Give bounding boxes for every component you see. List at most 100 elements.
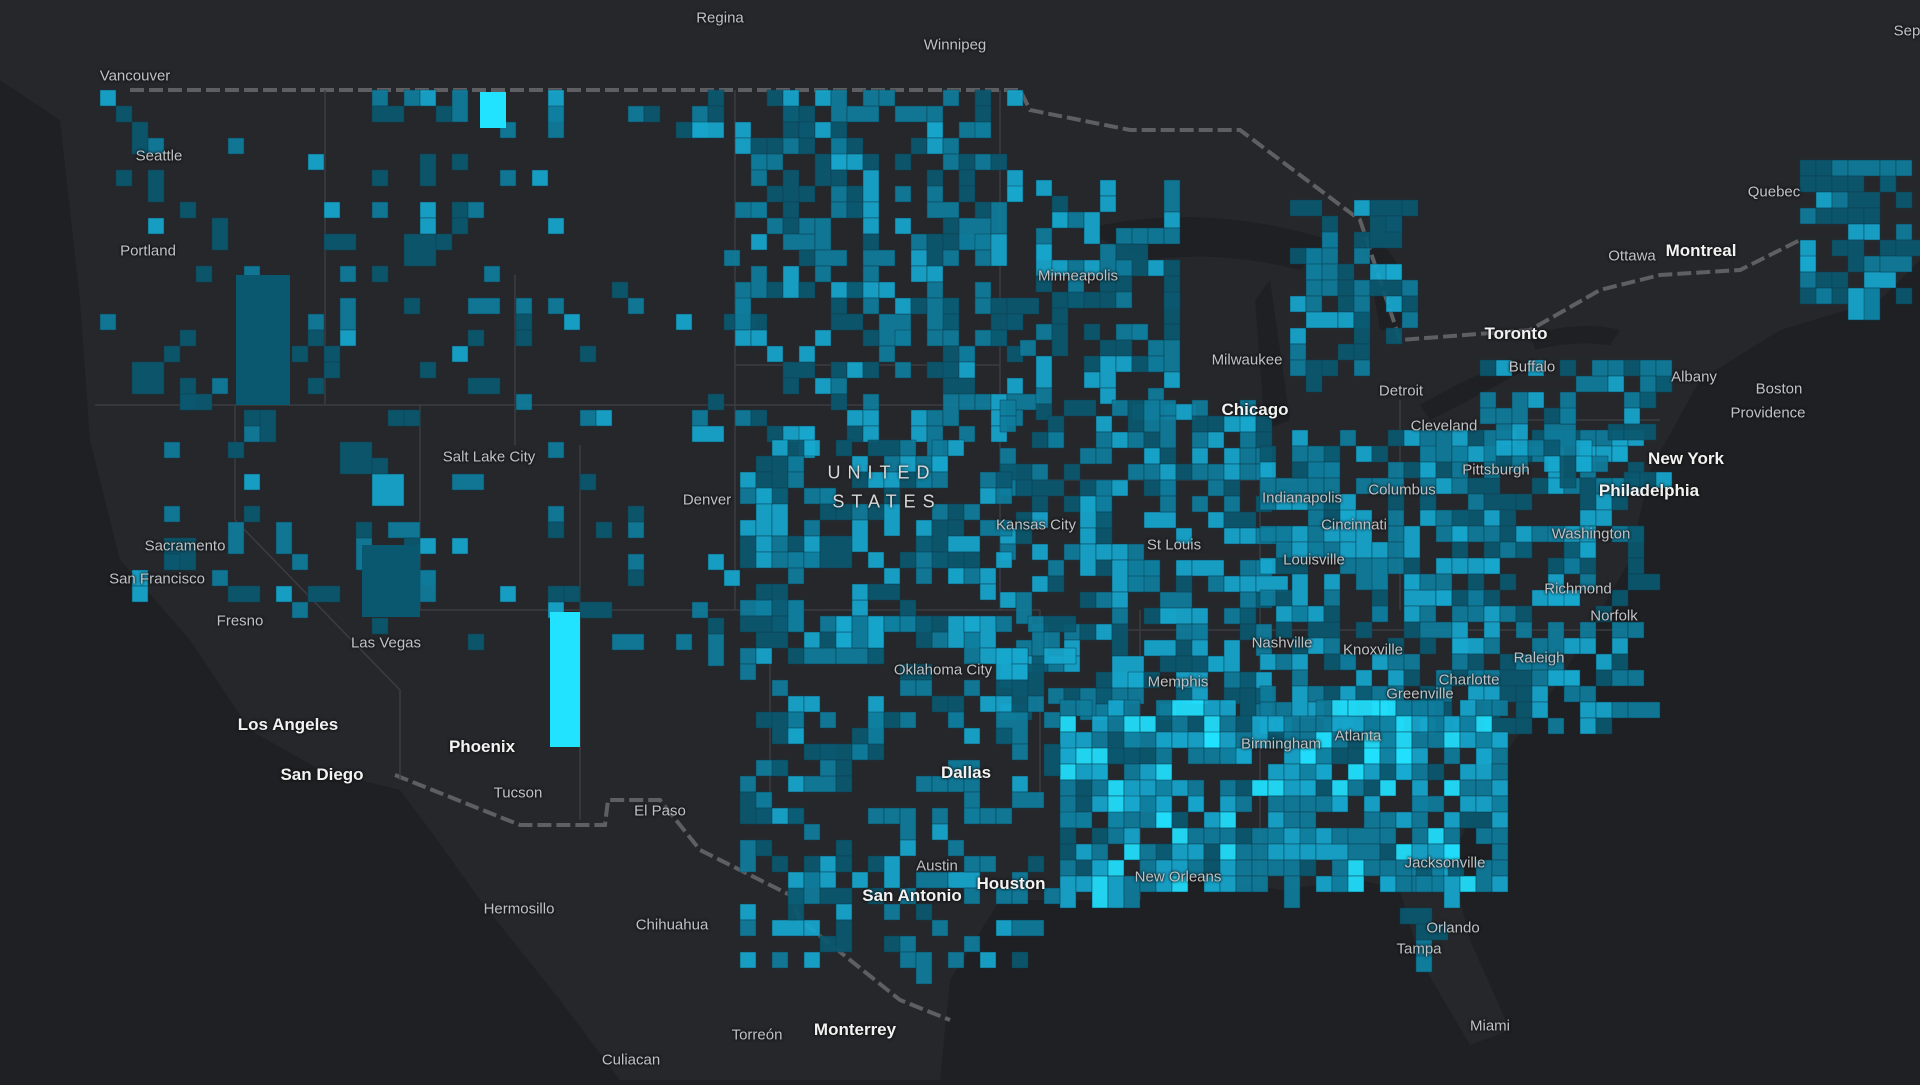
- county-cell: [707, 105, 725, 123]
- county-cell: [963, 503, 981, 521]
- county-cell: [814, 153, 832, 187]
- county-cell: [1275, 525, 1293, 543]
- county-cell: [910, 249, 928, 267]
- county-cell: [883, 503, 901, 537]
- county-cell: [1411, 747, 1429, 765]
- county-cell: [999, 591, 1017, 609]
- county-cell: [867, 551, 885, 569]
- county-cell: [467, 633, 485, 651]
- county-cell: [1011, 679, 1029, 713]
- county-cell: [1207, 431, 1225, 449]
- city-label-culiacan: Culiacan: [601, 1051, 661, 1069]
- county-cell: [1239, 671, 1257, 689]
- county-cell: [910, 297, 928, 315]
- county-cell: [1283, 859, 1301, 877]
- county-cell: [1075, 731, 1093, 749]
- county-cell: [1299, 795, 1317, 813]
- county-cell: [771, 615, 789, 633]
- county-cell: [1031, 463, 1049, 481]
- county-cell: [1475, 779, 1493, 797]
- county-cell: [307, 313, 325, 331]
- county-cell: [1051, 291, 1069, 309]
- county-cell: [1369, 199, 1403, 217]
- county-cell: [1283, 811, 1301, 829]
- county-cell: [734, 409, 752, 427]
- county-cell: [1339, 429, 1357, 447]
- county-cell: [1655, 375, 1673, 393]
- county-cell: [1259, 445, 1277, 463]
- county-cell: [387, 521, 421, 539]
- county-cell: [1083, 355, 1101, 373]
- county-cell: [878, 89, 896, 107]
- county-cell: [1143, 463, 1161, 481]
- county-cell: [1491, 699, 1509, 717]
- county-cell: [819, 887, 853, 905]
- county-cell: [862, 249, 896, 267]
- county-cell: [862, 329, 880, 347]
- county-cell: [771, 583, 789, 617]
- county-cell: [1323, 589, 1341, 607]
- county-cell: [1011, 743, 1029, 761]
- county-cell: [862, 89, 880, 107]
- county-cell: [1363, 811, 1381, 829]
- city-label-kansas-city: Kansas City: [995, 516, 1077, 534]
- county-cell: [995, 695, 1013, 713]
- county-cell: [862, 217, 880, 235]
- county-cell: [1283, 795, 1301, 813]
- county-cell: [830, 361, 848, 379]
- county-cell: [798, 281, 816, 299]
- county-cell: [931, 631, 949, 649]
- county-cell: [243, 473, 261, 491]
- county-cell: [835, 615, 853, 633]
- county-cell: [1283, 843, 1301, 861]
- county-cell: [1011, 887, 1029, 905]
- county-cell: [814, 89, 832, 107]
- county-cell: [1239, 575, 1257, 593]
- county-cell: [1559, 407, 1577, 425]
- county-cell: [1459, 731, 1477, 749]
- county-cell: [1107, 699, 1125, 717]
- county-cell: [1219, 795, 1237, 813]
- city-label-indianapolis: Indianapolis: [1261, 489, 1343, 507]
- county-cell: [835, 855, 853, 873]
- county-cell: [179, 201, 197, 219]
- county-cell: [894, 297, 912, 315]
- county-cell: [1139, 795, 1157, 829]
- county-cell: [1627, 669, 1645, 687]
- county-cell: [899, 839, 917, 857]
- county-cell: [1079, 591, 1097, 609]
- county-cell: [307, 329, 325, 347]
- city-label-sacramento: Sacramento: [144, 537, 226, 555]
- county-cell: [1347, 859, 1365, 877]
- county-cell: [1483, 637, 1501, 655]
- county-cell: [787, 807, 805, 825]
- county-cell: [1331, 827, 1349, 845]
- county-cell: [1283, 763, 1301, 781]
- county-cell: [739, 951, 757, 969]
- county-cell: [1191, 431, 1209, 449]
- county-cell: [1831, 239, 1849, 257]
- county-cell: [1411, 811, 1429, 829]
- county-cell: [862, 409, 880, 427]
- county-cell: [1191, 495, 1209, 513]
- county-cell: [798, 345, 816, 363]
- county-cell: [787, 471, 805, 489]
- county-cell: [766, 281, 784, 299]
- county-cell: [275, 521, 293, 555]
- county-cell: [1307, 685, 1325, 703]
- county-cell: [1515, 717, 1533, 735]
- county-cell: [1627, 621, 1645, 639]
- county-cell: [1331, 795, 1349, 813]
- county-cell: [819, 935, 837, 953]
- county-cell: [1511, 455, 1529, 473]
- county-cell: [1315, 779, 1333, 797]
- county-cell: [883, 903, 901, 921]
- county-cell: [1305, 295, 1323, 313]
- county-cell: [1443, 747, 1461, 765]
- county-cell: [915, 535, 933, 553]
- county-cell: [1259, 653, 1277, 671]
- county-cell: [550, 612, 580, 747]
- county-cell: [1207, 463, 1225, 481]
